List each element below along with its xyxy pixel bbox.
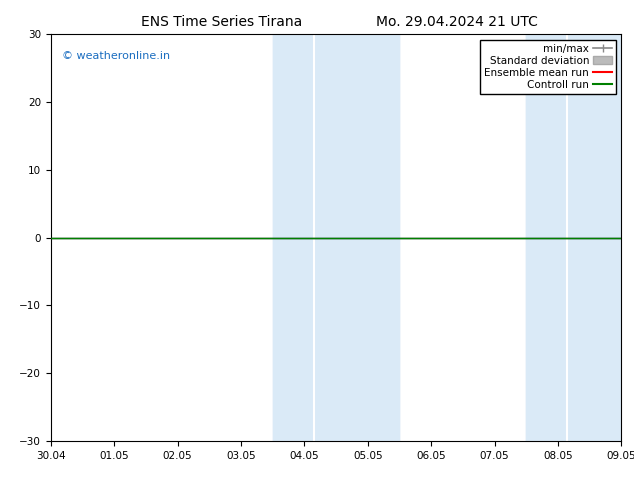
Legend: min/max, Standard deviation, Ensemble mean run, Controll run: min/max, Standard deviation, Ensemble me… bbox=[480, 40, 616, 94]
Text: © weatheronline.in: © weatheronline.in bbox=[62, 50, 171, 61]
Bar bbox=[526, 34, 567, 441]
Text: Mo. 29.04.2024 21 UTC: Mo. 29.04.2024 21 UTC bbox=[375, 15, 538, 29]
Bar bbox=[574, 34, 621, 441]
Bar bbox=[273, 34, 314, 441]
Bar bbox=[273, 34, 399, 441]
Text: ENS Time Series Tirana: ENS Time Series Tirana bbox=[141, 15, 302, 29]
Bar bbox=[526, 34, 621, 441]
Bar bbox=[320, 34, 399, 441]
